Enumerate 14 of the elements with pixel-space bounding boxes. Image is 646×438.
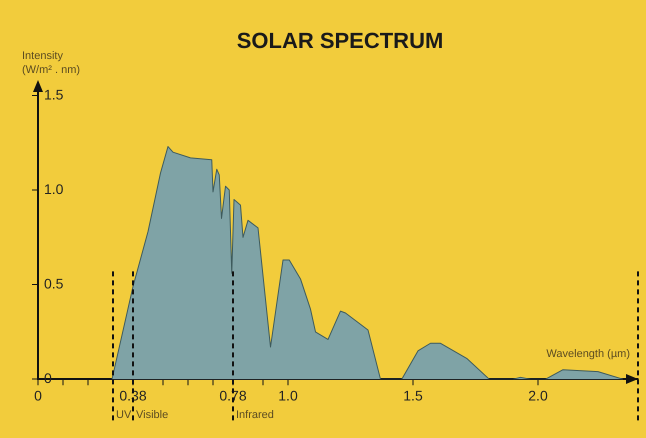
y-tick-label: 1.0 bbox=[44, 180, 64, 197]
x-axis-title: Wavelength (µm) bbox=[546, 348, 630, 360]
x-tick-label: 2.0 bbox=[528, 387, 548, 404]
x-tick-label: 0 bbox=[34, 387, 42, 404]
chart-title: SOLAR SPECTRUM bbox=[236, 28, 444, 54]
ref-line-label: Visible bbox=[136, 409, 168, 422]
ref-line-label: UV bbox=[116, 409, 132, 422]
ref-line-label: Infrared bbox=[236, 409, 274, 422]
x-tick-label: 1.5 bbox=[403, 387, 423, 404]
x-tick-label: 1.0 bbox=[278, 387, 298, 404]
y-axis-title: Intensity (W/m² . nm) bbox=[22, 50, 80, 76]
y-tick-label: 1.5 bbox=[44, 86, 64, 102]
x-tick-label: 0.78 bbox=[219, 387, 247, 404]
y-tick-label: 0.5 bbox=[44, 275, 64, 292]
